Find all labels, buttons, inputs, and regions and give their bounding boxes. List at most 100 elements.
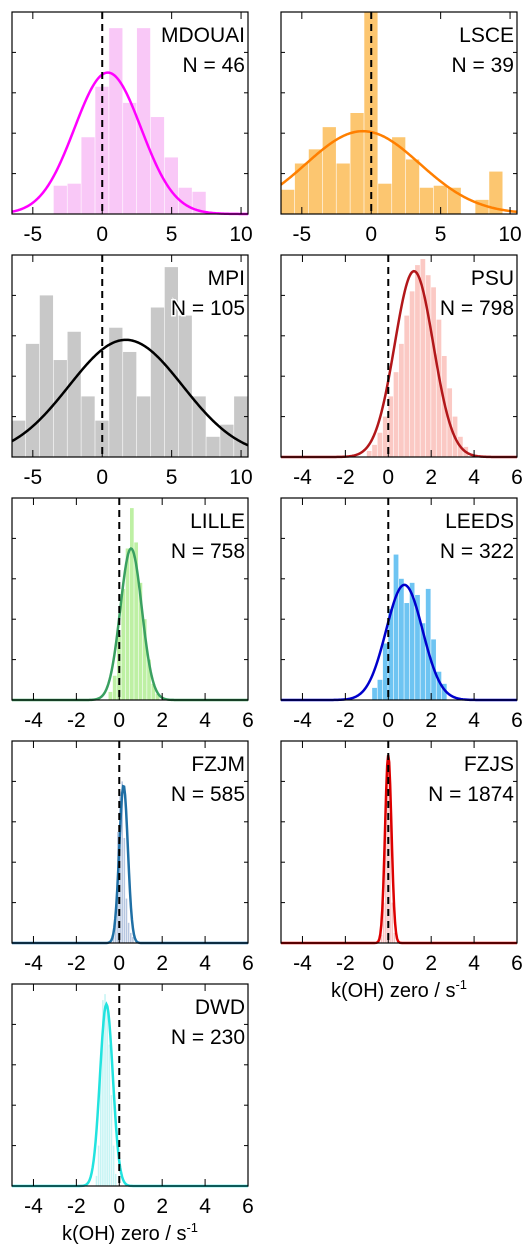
x-tick-label: 6 xyxy=(511,952,523,975)
x-tick-label: -5 xyxy=(292,223,311,246)
histogram-bar xyxy=(399,578,404,700)
panel-title: PSU xyxy=(471,267,514,290)
x-tick-label: 0 xyxy=(113,952,125,975)
histogram-bar xyxy=(150,307,165,457)
histogram-bar xyxy=(99,1068,102,1186)
histogram-bar xyxy=(112,1145,115,1186)
histogram-bar xyxy=(420,259,426,457)
x-axis-label: k(OH) zero / s-1 xyxy=(62,1220,198,1245)
histogram-bar xyxy=(125,548,130,700)
panel-frame xyxy=(280,740,518,944)
panel-lille: -4 -2 0 2 4 6 LILLE N = 758 xyxy=(11,497,254,732)
count-label: N = 230 xyxy=(171,1026,245,1049)
count-label: N = 585 xyxy=(171,783,245,806)
histogram-bar xyxy=(377,432,383,457)
panel-leeds: -4 -2 0 2 4 6 LEEDS N = 322 xyxy=(280,497,523,732)
x-tick-label: -2 xyxy=(67,709,86,732)
histogram-bar xyxy=(308,149,323,214)
histogram-bar xyxy=(67,331,81,457)
x-tick-label: -4 xyxy=(293,466,312,489)
histogram-bar xyxy=(393,554,399,700)
histogram-bar xyxy=(366,450,372,457)
x-tick-label: 4 xyxy=(199,1195,211,1218)
histogram-bar xyxy=(377,679,383,700)
panel-title: LEEDS xyxy=(445,510,514,533)
histogram-bar xyxy=(53,185,67,214)
histogram-bar xyxy=(109,28,123,214)
x-tick-label: -4 xyxy=(293,709,312,732)
panel-psu: -4 -2 0 2 4 6 PSU N = 798 xyxy=(280,254,523,489)
x-tick-label: 5 xyxy=(166,466,178,489)
histogram-bar xyxy=(388,396,394,457)
panel-fzjs: -4 -2 0 2 4 6 FZJS N = 1874 k(OH) zero / s-1 xyxy=(280,740,523,1002)
x-tick-label: -4 xyxy=(24,1195,43,1218)
histogram-bar xyxy=(388,609,394,700)
histogram-bar xyxy=(97,1145,100,1186)
histogram-bar xyxy=(404,603,410,700)
count-label: N = 758 xyxy=(171,540,245,563)
histogram-bar xyxy=(39,295,54,457)
x-tick-label: -4 xyxy=(24,709,43,732)
count-label: N = 322 xyxy=(440,540,514,563)
panel-title: FZJS xyxy=(464,753,514,776)
histogram-bar xyxy=(441,683,447,700)
panel-title: DWD xyxy=(195,996,245,1019)
panel-frame xyxy=(11,740,249,944)
x-tick-label: 0 xyxy=(382,709,394,732)
panel-fzjm: -4 -2 0 2 4 6 FZJM N = 585 xyxy=(11,740,254,975)
x-tick-label: 5 xyxy=(166,223,178,246)
histogram-bar xyxy=(392,137,406,214)
x-tick-label: 6 xyxy=(511,466,523,489)
histogram-bar xyxy=(294,163,309,214)
histogram-bar xyxy=(110,1095,113,1186)
histogram-bar xyxy=(114,1173,117,1186)
x-axis-label-superscript: -1 xyxy=(186,1220,198,1235)
x-tick-label: -4 xyxy=(24,952,43,975)
histogram-bar xyxy=(372,687,377,700)
fit-curve xyxy=(11,71,248,216)
histogram-bar xyxy=(123,351,137,457)
x-axis-label-superscript: -1 xyxy=(455,977,467,992)
histogram-bar xyxy=(281,189,295,214)
x-tick-label: 5 xyxy=(435,223,447,246)
panel-mpi: -5 0 5 10 MPI N = 105 xyxy=(11,254,253,489)
histogram-bar xyxy=(382,902,385,943)
histogram-bar xyxy=(121,588,126,700)
panel-title: FZJM xyxy=(191,753,245,776)
histogram-bar xyxy=(142,619,147,700)
x-tick-label: 2 xyxy=(425,466,437,489)
histogram-bar xyxy=(489,171,503,214)
histogram-bar xyxy=(67,183,81,214)
x-tick-label: 0 xyxy=(96,466,108,489)
histogram-bar xyxy=(420,623,426,700)
count-label: N = 46 xyxy=(183,54,245,77)
histogram-bar xyxy=(155,693,160,700)
panel-title: MPI xyxy=(208,267,245,290)
x-tick-label: -5 xyxy=(23,466,42,489)
histogram-bar xyxy=(382,643,388,700)
histogram-bar xyxy=(415,594,420,700)
x-tick-label: 6 xyxy=(242,1195,254,1218)
histogram-bar xyxy=(109,327,123,457)
x-tick-label: 0 xyxy=(113,1195,125,1218)
histogram-bar xyxy=(108,1044,111,1186)
x-tick-label: -5 xyxy=(23,223,42,246)
x-tick-label: 2 xyxy=(156,1195,168,1218)
histogram-bar xyxy=(220,424,234,457)
histogram-bar xyxy=(134,542,138,700)
count-label: N = 105 xyxy=(171,297,245,320)
histogram-bar xyxy=(132,936,134,943)
histogram-bar xyxy=(81,137,95,214)
histogram-bar xyxy=(206,436,220,457)
x-tick-label: 4 xyxy=(468,709,480,732)
histogram-bar xyxy=(138,582,143,700)
histogram-bar xyxy=(404,315,410,457)
histogram-bar xyxy=(104,994,106,1186)
histogram-bar xyxy=(378,183,392,214)
x-tick-label: -2 xyxy=(67,1195,86,1218)
histogram-bar xyxy=(112,675,117,700)
panel-frame xyxy=(280,254,518,458)
histogram-bar xyxy=(425,275,431,457)
x-tick-label: 0 xyxy=(365,223,377,246)
histogram-bar xyxy=(372,444,377,457)
